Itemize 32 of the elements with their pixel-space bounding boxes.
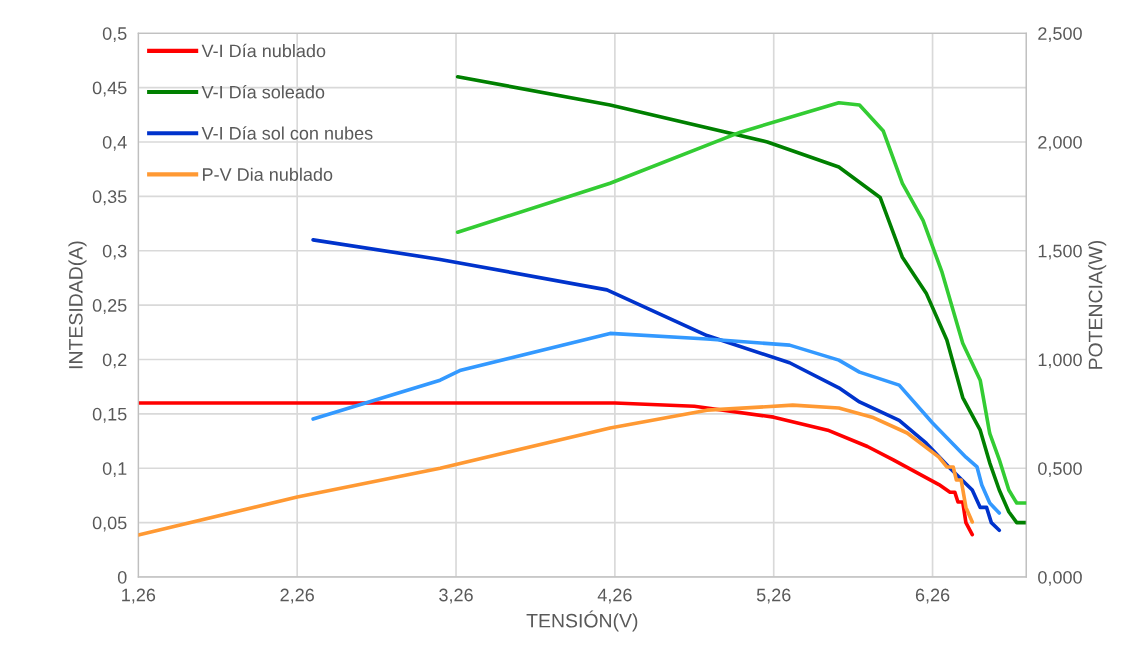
x-axis-title: TENSIÓN(V)	[526, 610, 638, 632]
y-tick-label: 0,45	[92, 81, 127, 97]
x-tick-label: 4,26	[597, 588, 632, 604]
y2-tick-label: 0,500	[1038, 462, 1082, 478]
x-tick-label: 3,26	[439, 588, 473, 604]
x-tick-label: 6,26	[915, 588, 950, 604]
legend-label: V-I Día nublado	[201, 43, 326, 58]
y-tick-label: 0,1	[102, 462, 127, 478]
y2-axis-title: POTENCIA(W)	[1088, 240, 1107, 369]
x-tick-label: 5,26	[756, 588, 791, 604]
y-tick-label: 0,3	[102, 244, 127, 260]
y-tick-label: 0	[117, 570, 127, 584]
x-tick-label: 2,26	[280, 588, 314, 604]
line-series	[311, 331, 1002, 515]
x-tick-label: 1,26	[122, 588, 156, 604]
y-tick-label: 0,25	[92, 299, 127, 314]
y2-tick-label: 2,500	[1038, 27, 1082, 43]
y2-tick-label: 0,000	[1038, 570, 1082, 586]
line-series	[311, 238, 1002, 533]
y2-tick-label: 2,000	[1038, 135, 1082, 151]
y-axis-title: INTESIDAD(A)	[68, 241, 87, 369]
y-tick-label: 0,4	[102, 135, 127, 151]
y-tick-label: 0,15	[92, 407, 127, 423]
y-tick-label: 0,35	[92, 190, 127, 206]
y-tick-label: 0,5	[102, 27, 127, 43]
y2-tick-label: 1,500	[1038, 244, 1082, 260]
legend-label: V-I Día soleado	[201, 85, 325, 99]
legend-label: V-I Día sol con nubes	[201, 126, 373, 140]
legend-label: P-V Dia nublado	[203, 167, 333, 181]
y-tick-label: 0,05	[92, 516, 127, 532]
y2-tick-label: 1,000	[1038, 353, 1082, 369]
y-tick-label: 0,2	[102, 353, 127, 369]
